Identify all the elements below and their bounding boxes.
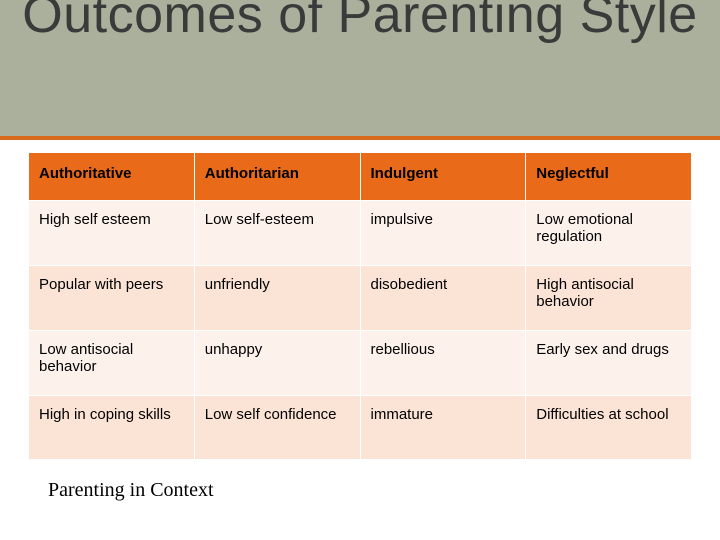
cell: unfriendly xyxy=(194,266,360,331)
title-band: Outcomes of Parenting Style xyxy=(0,0,720,140)
col-header: Authoritative xyxy=(29,153,195,201)
cell: Low antisocial behavior xyxy=(29,331,195,396)
table-row: High self esteem Low self-esteem impulsi… xyxy=(29,201,692,266)
cell: High in coping skills xyxy=(29,396,195,460)
footer-note: Parenting in Context xyxy=(48,479,214,502)
cell: Early sex and drugs xyxy=(526,331,692,396)
table-header-row: Authoritative Authoritarian Indulgent Ne… xyxy=(29,153,692,201)
table-row: Popular with peers unfriendly disobedien… xyxy=(29,266,692,331)
table-row: Low antisocial behavior unhappy rebellio… xyxy=(29,331,692,396)
cell: immature xyxy=(360,396,526,460)
outcomes-table-wrap: Authoritative Authoritarian Indulgent Ne… xyxy=(28,152,692,460)
cell: rebellious xyxy=(360,331,526,396)
outcomes-table: Authoritative Authoritarian Indulgent Ne… xyxy=(28,152,692,460)
cell: Low self confidence xyxy=(194,396,360,460)
col-header: Indulgent xyxy=(360,153,526,201)
col-header: Authoritarian xyxy=(194,153,360,201)
cell: unhappy xyxy=(194,331,360,396)
cell: Low self-esteem xyxy=(194,201,360,266)
cell: High antisocial behavior xyxy=(526,266,692,331)
slide: Outcomes of Parenting Style Authoritativ… xyxy=(0,0,720,540)
cell: High self esteem xyxy=(29,201,195,266)
table-row: High in coping skills Low self confidenc… xyxy=(29,396,692,460)
cell: impulsive xyxy=(360,201,526,266)
col-header: Neglectful xyxy=(526,153,692,201)
cell: Popular with peers xyxy=(29,266,195,331)
cell: Difficulties at school xyxy=(526,396,692,460)
cell: Low emotional regulation xyxy=(526,201,692,266)
page-title: Outcomes of Parenting Style xyxy=(0,0,720,43)
cell: disobedient xyxy=(360,266,526,331)
